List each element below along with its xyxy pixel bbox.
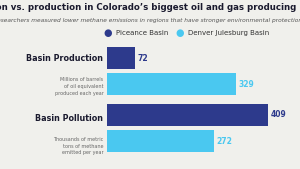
Text: Pollution vs. production in Colorado’s biggest oil and gas producing regions: Pollution vs. production in Colorado’s b… (0, 3, 300, 11)
Text: Researchers measured lower methane emissions in regions that have stronger envir: Researchers measured lower methane emiss… (0, 18, 300, 23)
Text: Basin Production: Basin Production (26, 54, 104, 63)
Text: 72: 72 (137, 54, 148, 63)
Text: Millions of barrels
of oil equivalent
produced each year: Millions of barrels of oil equivalent pr… (55, 77, 104, 96)
Text: Thousands of metric
tons of methane
emitted per year: Thousands of metric tons of methane emit… (53, 137, 103, 155)
Bar (106, 130, 214, 152)
Bar (106, 104, 268, 126)
Text: ●: ● (176, 28, 184, 38)
Bar (106, 73, 236, 95)
Bar (106, 47, 135, 69)
Text: Basin Pollution: Basin Pollution (35, 114, 104, 123)
Text: 272: 272 (216, 137, 232, 146)
Text: Denver Julesburg Basin: Denver Julesburg Basin (188, 30, 269, 36)
Text: ●: ● (104, 28, 112, 38)
Text: 409: 409 (270, 111, 286, 119)
Text: Piceance Basin: Piceance Basin (116, 30, 168, 36)
Text: 329: 329 (239, 80, 254, 89)
